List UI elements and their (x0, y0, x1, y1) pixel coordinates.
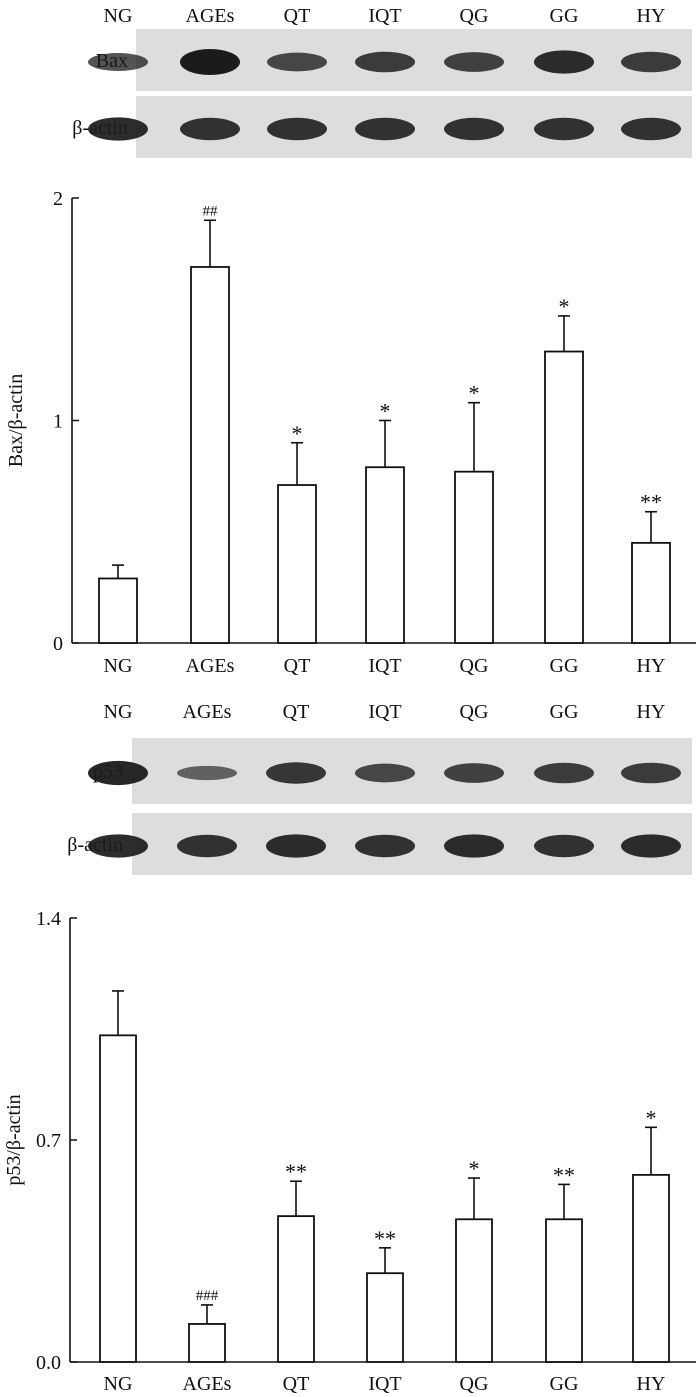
blot-lane-label: HY (637, 701, 666, 723)
bar (366, 1272, 404, 1363)
blot-band (88, 117, 148, 141)
blot-lane-label: IQT (368, 5, 401, 27)
blot-band (621, 51, 681, 73)
bar (188, 1323, 226, 1363)
blot-lane-label: QG (460, 701, 489, 723)
significance-label: ** (285, 1159, 307, 1184)
blot-band (177, 834, 237, 858)
x-tick-label: QT (284, 655, 311, 677)
blot-lane-label: QG (460, 5, 489, 27)
x-tick-label: QG (460, 1373, 489, 1395)
blot-lane-label: QT (284, 5, 311, 27)
x-tick-label: IQT (368, 1373, 401, 1395)
blot-band (621, 834, 681, 858)
x-tick-label: HY (637, 655, 666, 677)
significance-label: * (292, 421, 303, 446)
bar (632, 1173, 670, 1363)
y-tick-label: 1 (53, 411, 63, 433)
bar (455, 1218, 493, 1363)
blot-band (444, 834, 504, 858)
significance-label: * (469, 381, 480, 406)
blot-band (444, 763, 504, 783)
blot-band (267, 52, 327, 72)
y-tick-label: 2 (53, 188, 63, 210)
y-axis-label: p53/β-actin (3, 1094, 25, 1185)
bar (277, 484, 317, 644)
blot-band (267, 117, 327, 141)
bar (365, 466, 405, 644)
blot-lane-label: QT (283, 701, 310, 723)
bar (190, 266, 230, 644)
blot-band (621, 762, 681, 784)
significance-label: ** (553, 1162, 575, 1187)
x-tick-label: GG (550, 655, 579, 677)
blot-band (534, 834, 594, 858)
x-tick-label: GG (550, 1373, 579, 1395)
blot-lane-label: AGEs (186, 5, 235, 27)
blot-band (355, 763, 415, 783)
bar (545, 1218, 583, 1363)
blot-band (534, 762, 594, 784)
y-tick-label: 0 (53, 633, 63, 655)
blot-lane-label: AGEs (183, 701, 232, 723)
blot-lane-label: NG (104, 5, 133, 27)
blot-band (88, 53, 148, 71)
x-tick-label: NG (104, 655, 133, 677)
y-tick-label: 0.0 (36, 1352, 61, 1374)
blot-band (266, 834, 326, 858)
significance-label: ** (374, 1226, 396, 1251)
blot-band (534, 50, 594, 74)
x-tick-label: AGEs (183, 1373, 232, 1395)
significance-label: * (469, 1156, 480, 1181)
y-tick-label: 1.4 (36, 908, 61, 930)
significance-label: * (646, 1105, 657, 1130)
significance-label: ## (203, 203, 219, 219)
x-tick-label: NG (104, 1373, 133, 1395)
blot-band (88, 834, 148, 858)
blot-band (444, 117, 504, 141)
blot-band (266, 762, 326, 784)
x-tick-label: HY (637, 1373, 666, 1395)
blot-band (180, 117, 240, 141)
x-tick-label: QG (460, 655, 489, 677)
bar (544, 350, 584, 644)
blot-band (180, 49, 240, 75)
blot-band (88, 760, 148, 786)
y-tick-label: 0.7 (36, 1130, 61, 1152)
bar (277, 1215, 315, 1363)
blot-lane-label: IQT (368, 701, 401, 723)
blot-band (621, 117, 681, 141)
blot-lane-label: GG (550, 701, 579, 723)
blot-band (534, 117, 594, 141)
bar (98, 577, 138, 644)
bar (631, 541, 671, 644)
blot-band (177, 765, 237, 781)
blot-lane-label: HY (637, 5, 666, 27)
panel-2: NGAGEsQTIQTQGGGHYp53β-actin0.00.71.4p53/… (3, 701, 696, 1395)
bar (99, 1034, 137, 1363)
blot-lane-label: NG (104, 701, 133, 723)
blot-band (355, 834, 415, 858)
blot-band (444, 52, 504, 72)
y-axis-label: Bax/β-actin (5, 374, 27, 467)
blot-band (355, 117, 415, 141)
significance-label: * (559, 294, 570, 319)
panel-1: NGAGEsQTIQTQGGGHYBaxβ-actin012Bax/β-acti… (5, 5, 696, 677)
blot-band (355, 51, 415, 73)
x-tick-label: IQT (368, 655, 401, 677)
significance-label: ** (640, 490, 662, 515)
significance-label: ### (196, 1288, 219, 1304)
x-tick-label: QT (283, 1373, 310, 1395)
blot-lane-label: GG (550, 5, 579, 27)
bar (454, 470, 494, 644)
x-tick-label: AGEs (186, 655, 235, 677)
significance-label: * (380, 399, 391, 424)
